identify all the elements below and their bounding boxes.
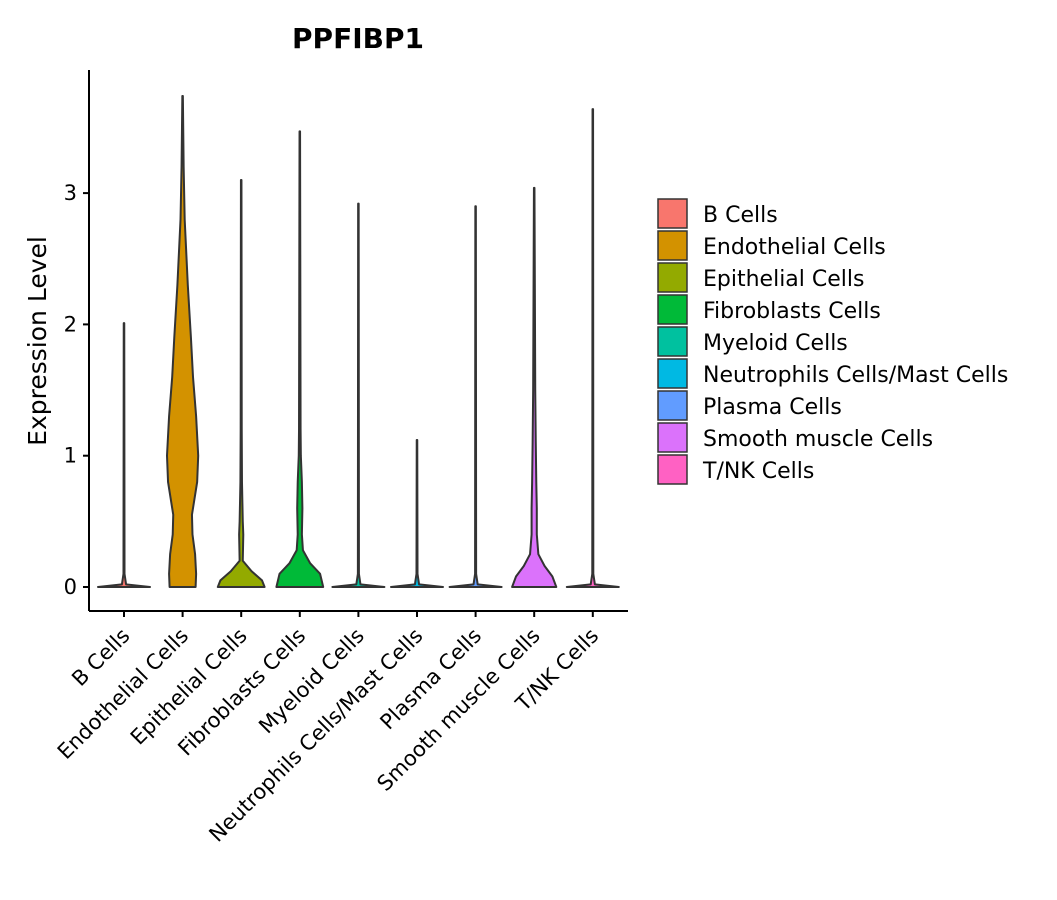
y-tick-label: 1 <box>64 444 77 468</box>
legend-swatch <box>657 358 688 389</box>
violin-1 <box>166 94 200 588</box>
violin-group <box>97 94 620 588</box>
x-tick-label: Neutrophils Cells/Mast Cells <box>204 624 427 847</box>
legend-swatch <box>657 454 688 485</box>
legend-label: B Cells <box>703 203 778 228</box>
x-tick-label: Plasma Cells <box>375 624 486 735</box>
chart-title: PPFIBP1 <box>292 22 424 55</box>
violin-3 <box>275 130 325 588</box>
x-tick-label: Myeloid Cells <box>254 624 369 739</box>
violin-0 <box>97 322 151 588</box>
legend-label: Fibroblasts Cells <box>703 299 881 324</box>
violin-6 <box>448 205 503 588</box>
violin-5 <box>390 438 444 588</box>
violin-8 <box>565 108 620 588</box>
legend-swatch <box>657 198 688 229</box>
legend-label: Smooth muscle Cells <box>703 427 933 452</box>
y-tick-label: 3 <box>64 181 77 205</box>
legend-swatch <box>657 294 688 325</box>
legend-swatch <box>657 230 688 261</box>
legend: B Cells Endothelial Cells Epithelial Cells… <box>657 198 1008 485</box>
legend-label: Epithelial Cells <box>703 267 864 292</box>
legend-swatch <box>657 326 688 357</box>
legend-label: Endothelial Cells <box>703 235 886 260</box>
legend-label: Myeloid Cells <box>703 331 848 356</box>
legend-label: Plasma Cells <box>703 395 842 420</box>
y-tick-label: 2 <box>64 312 77 336</box>
violin-4 <box>331 202 386 588</box>
legend-label: T/NK Cells <box>702 459 814 484</box>
violin-2 <box>216 178 266 588</box>
legend-swatch <box>657 262 688 293</box>
y-axis-label: Expression Level <box>23 236 52 446</box>
legend-swatch <box>657 390 688 421</box>
legend-label: Neutrophils Cells/Mast Cells <box>703 363 1008 388</box>
y-tick-label: 0 <box>64 575 77 599</box>
legend-swatch <box>657 422 688 453</box>
violin-7 <box>511 186 558 588</box>
y-axis-ticks: 0 1 2 3 <box>64 181 89 599</box>
